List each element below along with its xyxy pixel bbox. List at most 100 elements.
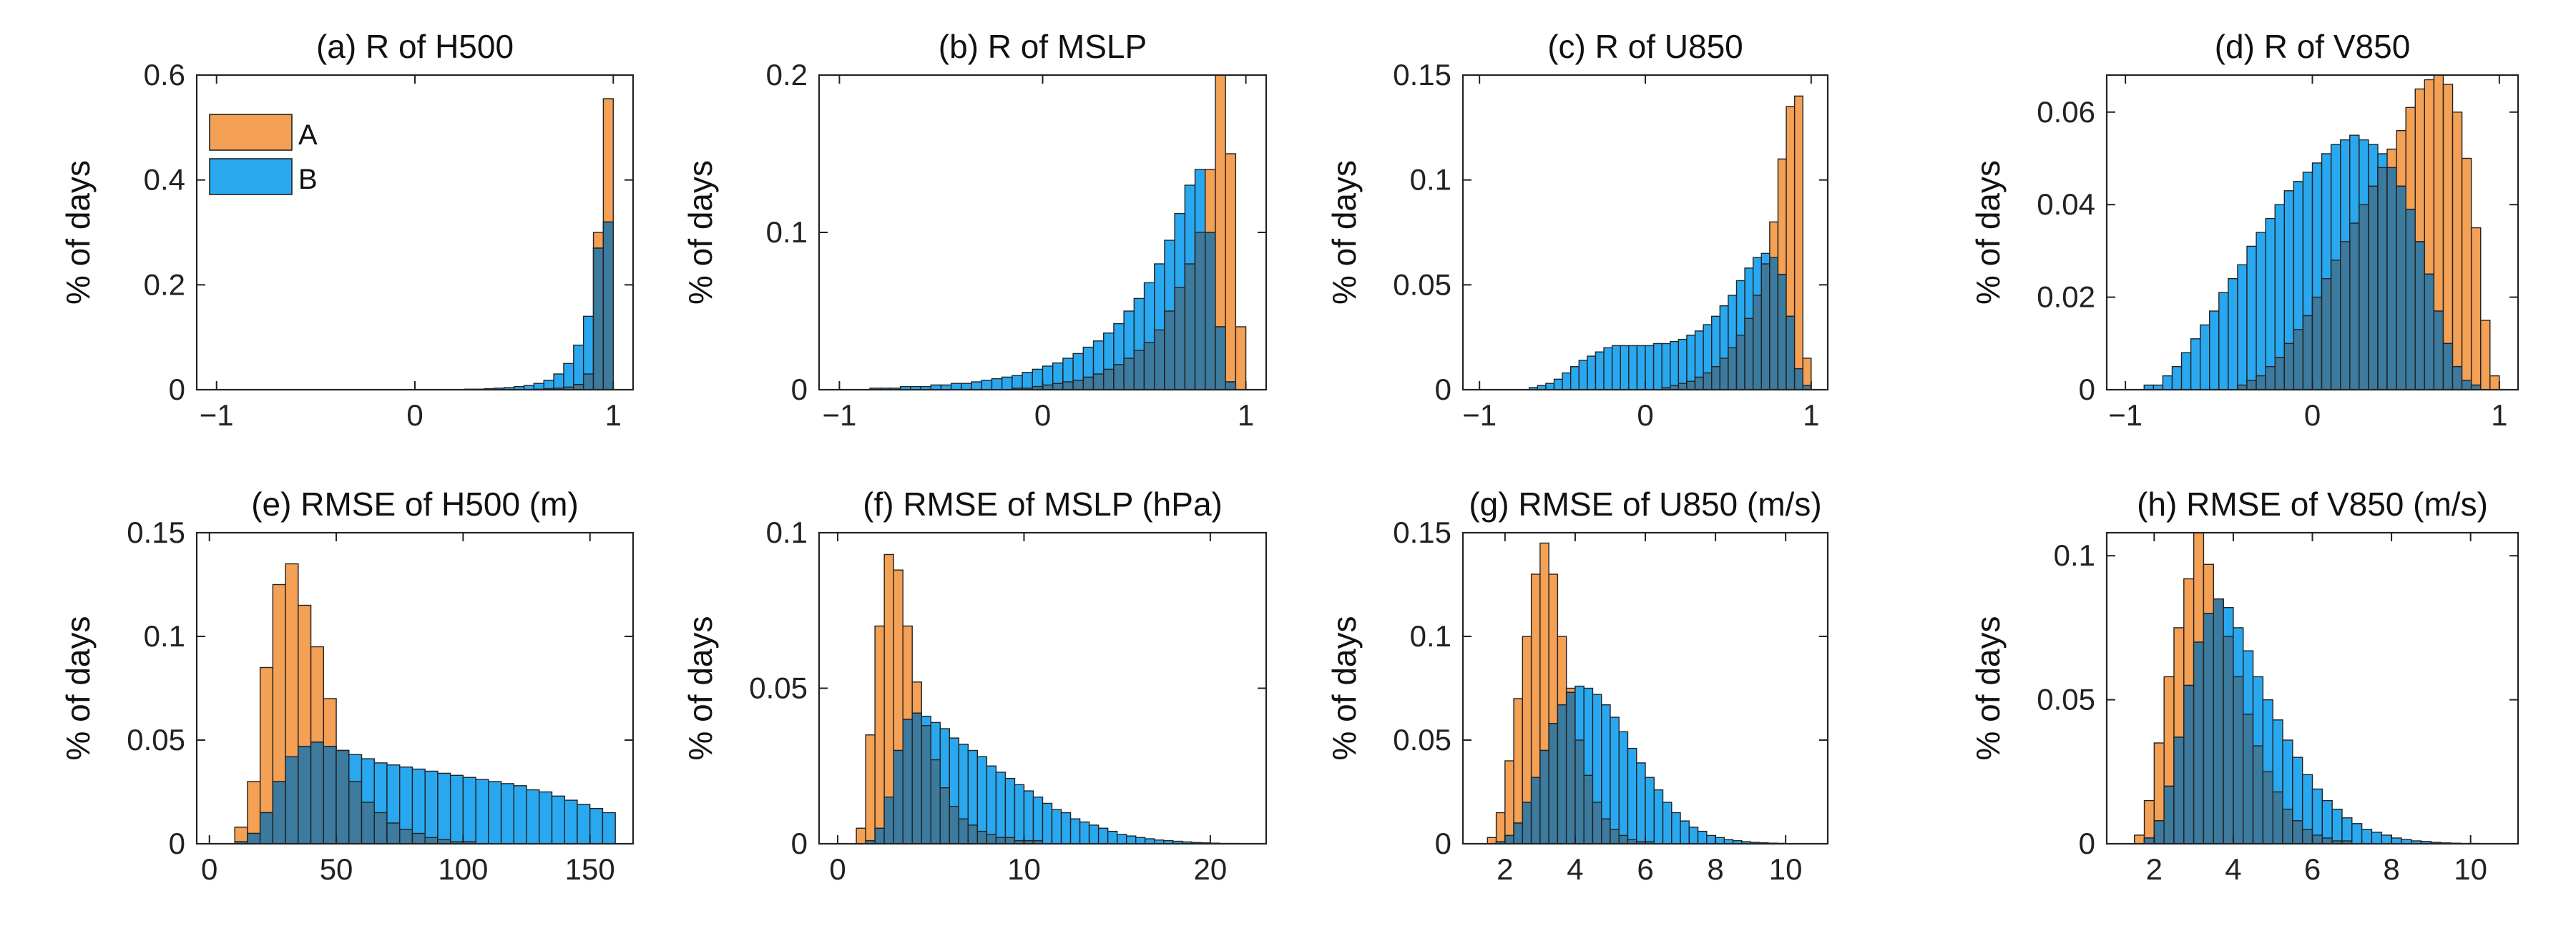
bar-overlap xyxy=(1719,358,1729,390)
legend: AB xyxy=(209,114,318,195)
bar-B xyxy=(2391,837,2402,844)
bar-B xyxy=(1060,812,1072,844)
bar-overlap xyxy=(1504,834,1514,844)
bar-B xyxy=(577,804,591,844)
bar-B xyxy=(1611,345,1621,390)
bar-B xyxy=(2341,817,2353,844)
bar-overlap xyxy=(2233,676,2244,844)
x-tick-label: 8 xyxy=(1707,852,1723,886)
bar-overlap xyxy=(399,828,413,844)
bar-overlap xyxy=(2292,820,2303,844)
x-tick-label: 1 xyxy=(605,398,622,432)
x-tick-label: 2 xyxy=(1497,852,1513,886)
y-tick-label: 0.1 xyxy=(1410,163,1451,197)
bar-overlap xyxy=(1205,232,1216,390)
x-tick-label: 6 xyxy=(2304,852,2321,886)
bar-B xyxy=(1595,351,1605,390)
y-tick-label: 0.05 xyxy=(1393,723,1451,757)
panel-title: (b) R of MSLP xyxy=(939,28,1147,65)
y-tick-label: 0.15 xyxy=(1393,516,1451,549)
y-axis-label: % of days xyxy=(682,616,719,761)
bar-overlap xyxy=(2293,329,2304,390)
bar-overlap xyxy=(967,824,979,844)
bar-B xyxy=(1645,777,1655,844)
y-axis-label: % of days xyxy=(59,616,97,761)
bar-overlap xyxy=(2433,310,2444,390)
x-tick-label: 0 xyxy=(1637,398,1653,432)
y-tick-label: 0.06 xyxy=(2037,95,2095,129)
bar-overlap xyxy=(1164,310,1175,390)
bar-B xyxy=(1012,375,1023,390)
bar-overlap xyxy=(2368,185,2379,390)
legend-swatch-B xyxy=(209,158,293,195)
bar-B xyxy=(553,373,564,390)
bar-overlap xyxy=(1004,837,1016,844)
y-tick-label: 0 xyxy=(2079,373,2095,406)
bar-overlap xyxy=(602,221,614,390)
x-tick-label: 0 xyxy=(406,398,423,432)
bar-overlap xyxy=(1072,380,1084,390)
x-tick-label: 150 xyxy=(565,852,615,886)
bar-B xyxy=(1069,818,1081,844)
bar-overlap xyxy=(1565,691,1576,844)
bar-overlap xyxy=(2461,380,2472,390)
bar-B xyxy=(1107,830,1118,844)
bar-B xyxy=(2351,823,2363,844)
bar-overlap xyxy=(1769,257,1779,390)
bar-B xyxy=(2246,245,2257,390)
bar-B xyxy=(1653,789,1664,844)
bar-overlap xyxy=(1583,774,1594,844)
bar-overlap xyxy=(373,812,388,844)
bar-overlap xyxy=(2183,684,2195,844)
legend-label-B: B xyxy=(298,164,318,195)
bar-B xyxy=(1670,340,1680,390)
bar-overlap xyxy=(1686,380,1696,390)
panel-title: (a) R of H500 xyxy=(316,28,514,65)
x-tick-label: 20 xyxy=(1194,852,1228,886)
bar-B xyxy=(1032,797,1044,844)
bar-overlap xyxy=(2386,167,2397,390)
bar-overlap xyxy=(2405,208,2416,390)
y-tick-label: 0.15 xyxy=(127,516,185,549)
bar-overlap xyxy=(2246,380,2257,390)
bar-B xyxy=(995,772,1007,844)
bar-overlap xyxy=(1113,364,1125,390)
bar-B xyxy=(1135,837,1146,844)
bar-B xyxy=(2171,365,2183,390)
bar-B xyxy=(1603,347,1613,390)
x-tick-label: 0 xyxy=(1034,398,1051,432)
bar-B xyxy=(2331,808,2343,844)
y-tick-label: 0.6 xyxy=(144,58,185,92)
bar-B xyxy=(411,768,426,844)
bar-B xyxy=(1097,827,1109,844)
y-tick-label: 0 xyxy=(791,827,808,860)
x-tick-label: 10 xyxy=(1007,852,1041,886)
legend-swatch-A xyxy=(209,114,293,151)
x-tick-label: 1 xyxy=(1238,398,1254,432)
bar-overlap xyxy=(1735,335,1745,390)
y-tick-label: 0.4 xyxy=(144,163,185,197)
bar-A xyxy=(2134,834,2145,844)
bar-B xyxy=(475,779,489,844)
bar-overlap xyxy=(2163,785,2175,844)
bar-overlap xyxy=(411,832,426,844)
bar-overlap xyxy=(921,725,931,844)
bar-overlap xyxy=(2274,357,2285,390)
bar-overlap xyxy=(1103,368,1115,390)
bar-B xyxy=(2209,310,2220,390)
y-tick-label: 0.1 xyxy=(1410,619,1451,653)
bar-overlap xyxy=(958,818,969,844)
x-tick-label: 50 xyxy=(320,852,353,886)
y-tick-label: 0.1 xyxy=(766,516,808,549)
bar-overlap xyxy=(2243,714,2254,844)
bar-overlap xyxy=(2396,185,2406,390)
panel-title: (h) RMSE of V850 (m/s) xyxy=(2137,486,2488,523)
y-tick-label: 0 xyxy=(791,373,808,406)
axes-box xyxy=(195,531,635,845)
bar-A xyxy=(1513,698,1524,844)
bar-overlap xyxy=(883,797,894,844)
bar-overlap xyxy=(2321,837,2333,844)
bar-B xyxy=(1578,360,1588,390)
y-axis-label: % of days xyxy=(1969,616,2007,761)
y-tick-label: 0.1 xyxy=(2054,538,2095,572)
